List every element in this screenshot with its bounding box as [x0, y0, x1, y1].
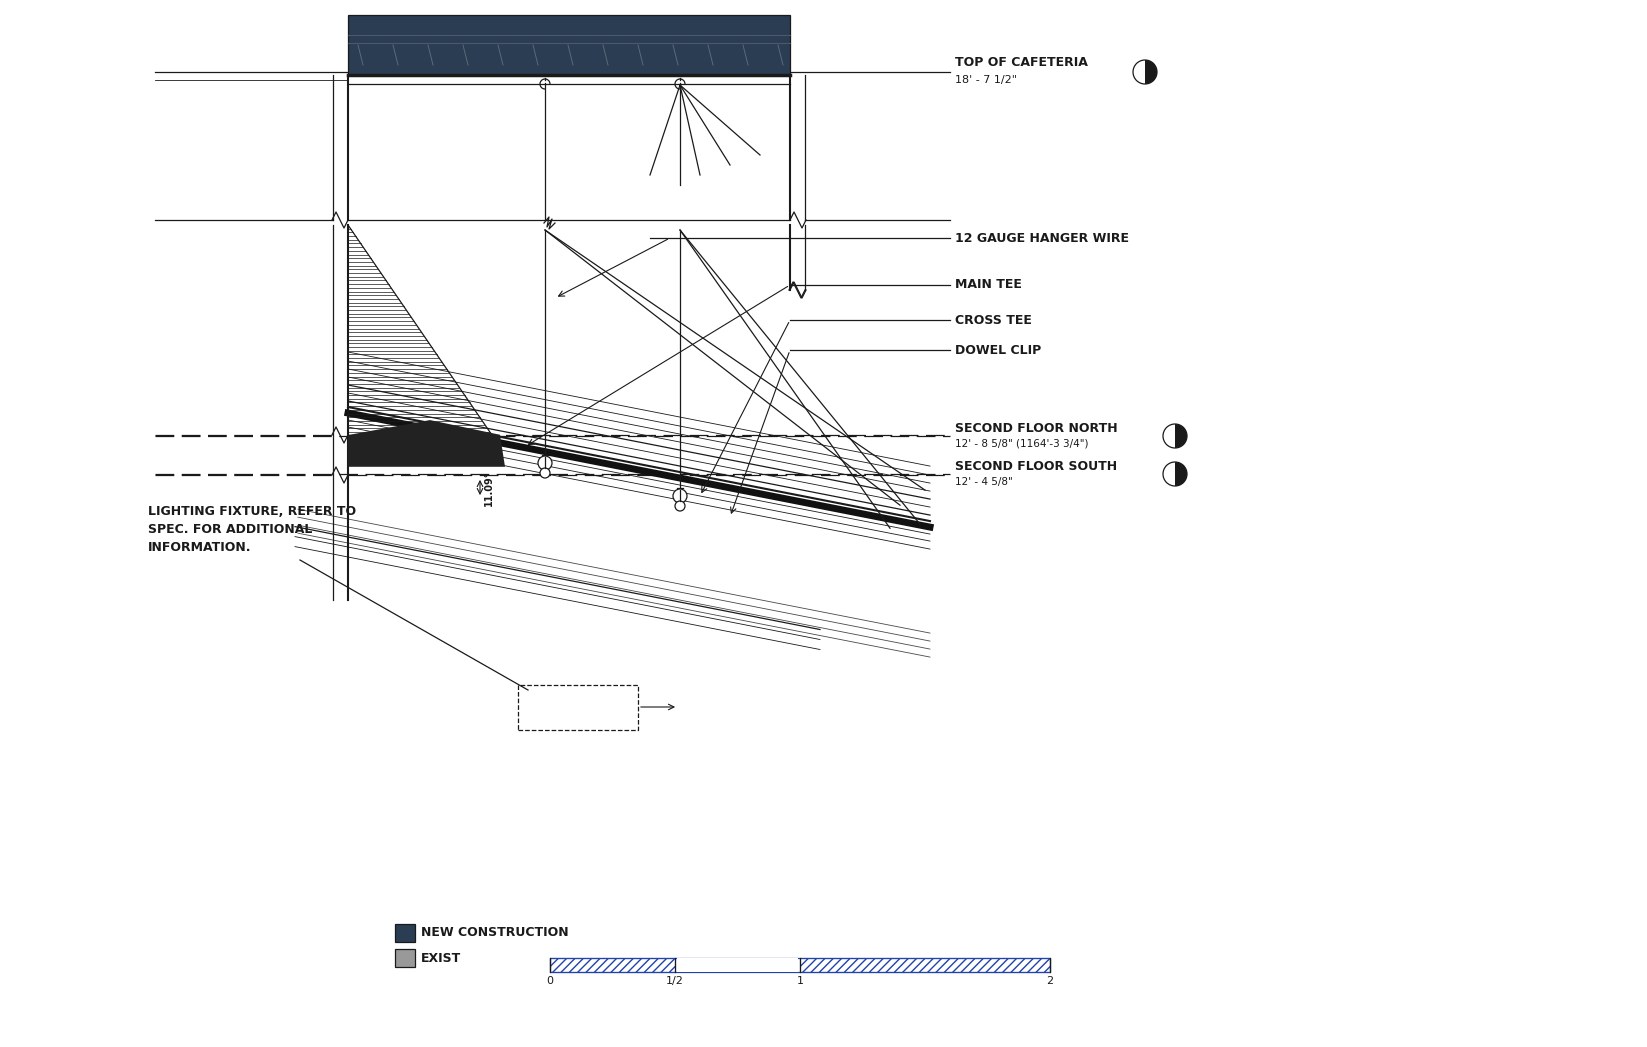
Text: LIGHTING FIXTURE, REFER TO
SPEC. FOR ADDITIONAL
INFORMATION.: LIGHTING FIXTURE, REFER TO SPEC. FOR ADD…: [148, 505, 356, 554]
Text: 1/2: 1/2: [665, 976, 684, 986]
Text: 0: 0: [547, 976, 553, 986]
Circle shape: [540, 468, 550, 478]
Bar: [550, 958, 1051, 972]
Bar: [677, 958, 799, 972]
Bar: [395, 925, 415, 942]
Text: 1: 1: [797, 976, 804, 986]
Circle shape: [1133, 60, 1156, 84]
Text: EXIST: EXIST: [422, 952, 461, 964]
Circle shape: [675, 502, 685, 511]
Text: 12' - 8 5/8" (1164'-3 3/4"): 12' - 8 5/8" (1164'-3 3/4"): [955, 439, 1089, 449]
Wedge shape: [1174, 462, 1187, 486]
Text: SECOND FLOOR SOUTH: SECOND FLOOR SOUTH: [955, 460, 1117, 472]
Text: CROSS TEE: CROSS TEE: [955, 313, 1033, 327]
Circle shape: [674, 489, 687, 503]
Wedge shape: [1145, 60, 1156, 84]
Circle shape: [1163, 462, 1187, 486]
Text: SECOND FLOOR NORTH: SECOND FLOOR NORTH: [955, 422, 1118, 435]
Polygon shape: [348, 420, 506, 467]
Wedge shape: [1174, 424, 1187, 448]
Text: 18' - 7 1/2": 18' - 7 1/2": [955, 75, 1016, 85]
Text: DOWEL CLIP: DOWEL CLIP: [955, 343, 1041, 356]
Text: 12 GAUGE HANGER WIRE: 12 GAUGE HANGER WIRE: [955, 231, 1128, 245]
Circle shape: [539, 456, 552, 470]
Bar: [800, 958, 1051, 972]
Text: MAIN TEE: MAIN TEE: [955, 279, 1021, 291]
Text: 12' - 4 5/8": 12' - 4 5/8": [955, 477, 1013, 487]
Text: NEW CONSTRUCTION: NEW CONSTRUCTION: [422, 927, 568, 939]
Text: 11.09°: 11.09°: [484, 470, 494, 506]
Text: 2: 2: [1046, 976, 1054, 986]
Bar: [550, 958, 675, 972]
Text: TOP OF CAFETERIA: TOP OF CAFETERIA: [955, 55, 1089, 68]
Bar: [519, 685, 637, 730]
Bar: [395, 949, 415, 967]
Bar: [348, 15, 791, 75]
Circle shape: [1163, 424, 1187, 448]
